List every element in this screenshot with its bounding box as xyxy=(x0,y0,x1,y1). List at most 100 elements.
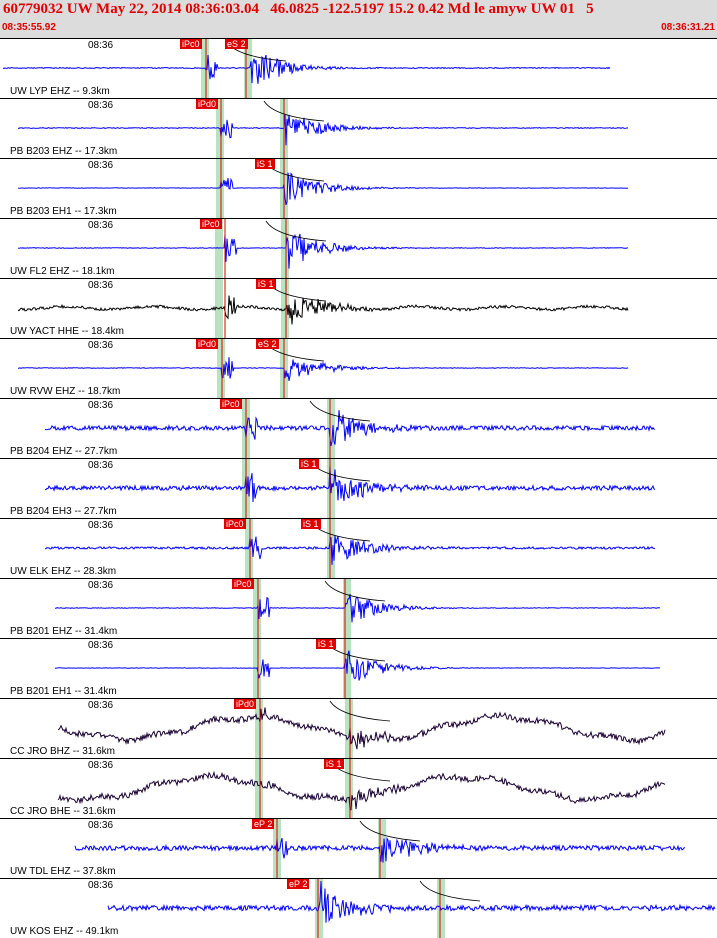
waveform xyxy=(57,770,666,811)
phase-window xyxy=(253,579,261,638)
phase-window xyxy=(345,699,353,758)
event-header: 60779032 UW May 22, 2014 08:36:03.04 46.… xyxy=(0,0,717,38)
phase-pick-label[interactable]: iPd0 xyxy=(196,339,219,349)
phase-window xyxy=(343,579,351,638)
phase-pick-label[interactable]: iPc0 xyxy=(224,519,246,529)
waveform xyxy=(57,707,666,750)
trace-panel[interactable]: 08:36 UW ELK EHZ -- 28.3km iPc0 iS 1 xyxy=(0,518,717,578)
trace-panel[interactable]: 08:36 UW YACT HHE -- 18.4km iS 1 xyxy=(0,278,717,338)
phase-window xyxy=(244,39,252,98)
trace-panel[interactable]: 08:36 PB B204 EHZ -- 27.7km iPc0 xyxy=(0,398,717,458)
trace-panel[interactable]: 08:36 UW TDL EHZ -- 37.8km eP 2 xyxy=(0,818,717,878)
trace-panel[interactable]: 08:36 PB B203 EH1 -- 17.3km iS 1 xyxy=(0,158,717,218)
phase-window xyxy=(327,399,335,458)
trace-panel[interactable]: 08:36 UW LYP EHZ -- 9.3km iPc0 eS 2 xyxy=(0,38,717,98)
phase-pick-label[interactable]: eP 2 xyxy=(287,879,310,889)
phase-pick-label[interactable]: iS 1 xyxy=(256,279,276,289)
seismogram-trace-plot xyxy=(44,399,656,458)
phase-pick-label[interactable]: eP 2 xyxy=(252,819,275,829)
waveform xyxy=(54,593,661,623)
waveform xyxy=(17,114,629,146)
station-label: UW RVW EHZ -- 18.7km xyxy=(10,386,121,397)
phase-window xyxy=(216,159,224,218)
panel-time-label: 08:36 xyxy=(88,760,114,771)
panel-time-label: 08:36 xyxy=(88,340,114,351)
panel-time-label: 08:36 xyxy=(88,460,114,471)
waveform xyxy=(17,233,629,269)
phase-pick-label[interactable]: iS 1 xyxy=(299,459,319,469)
phase-pick-label[interactable]: iS 1 xyxy=(316,639,336,649)
panel-time-label: 08:36 xyxy=(88,700,114,711)
phase-window xyxy=(255,699,263,758)
panel-time-label: 08:36 xyxy=(88,820,114,831)
trace-panel[interactable]: 08:36 PB B203 EHZ -- 17.3km iPd0 xyxy=(0,98,717,158)
panel-time-label: 08:36 xyxy=(88,100,114,111)
phase-pick-label[interactable]: eS 2 xyxy=(256,339,279,349)
panel-time-label: 08:36 xyxy=(88,640,114,651)
window-end-time: 08:36:31.21 xyxy=(661,22,715,33)
station-label: PB B204 EHZ -- 27.7km xyxy=(10,446,118,457)
station-label: PB B203 EHZ -- 17.3km xyxy=(10,146,118,157)
waveform xyxy=(17,295,629,325)
phase-pick-label[interactable]: iPd0 xyxy=(234,699,257,709)
station-label: CC JRO BHZ -- 31.6km xyxy=(10,746,116,757)
waveform xyxy=(2,54,611,84)
panel-time-label: 08:36 xyxy=(88,880,114,891)
coda-curve xyxy=(329,700,391,722)
seismogram-trace-plot xyxy=(2,39,611,98)
phase-pick-label[interactable]: eS 2 xyxy=(225,39,248,49)
phase-pick-label[interactable]: iS 1 xyxy=(255,159,275,169)
panel-time-label: 08:36 xyxy=(88,220,114,231)
phase-pick-label[interactable]: iPc0 xyxy=(180,39,202,49)
panel-time-label: 08:36 xyxy=(88,280,114,291)
waveform xyxy=(54,650,661,681)
phase-window xyxy=(245,519,253,578)
phase-window xyxy=(345,759,353,818)
trace-panel[interactable]: 08:36 PB B204 EH3 -- 27.7km iS 1 xyxy=(0,458,717,518)
panel-time-label: 08:36 xyxy=(88,40,114,51)
coda-curve xyxy=(324,580,386,602)
trace-panel[interactable]: 08:36 UW KOS EHZ -- 49.1km eP 2 xyxy=(0,878,717,938)
trace-panel[interactable]: 08:36 CC JRO BHZ -- 31.6km iPd0 xyxy=(0,698,717,758)
phase-pick-label[interactable]: iPd0 xyxy=(196,99,219,109)
phase-pick-label[interactable]: iPc0 xyxy=(200,219,222,229)
waveform xyxy=(17,172,629,206)
phase-window xyxy=(255,759,263,818)
trace-panel[interactable]: 08:36 UW FL2 EHZ -- 18.1km iPc0 xyxy=(0,218,717,278)
seismogram-trace-plot xyxy=(57,699,666,758)
station-label: UW TDL EHZ -- 37.8km xyxy=(10,866,116,877)
phase-pick-label[interactable]: iS 1 xyxy=(324,759,344,769)
event-title: 60779032 UW May 22, 2014 08:36:03.04 46.… xyxy=(3,1,594,17)
station-label: UW ELK EHZ -- 28.3km xyxy=(10,566,117,577)
phase-pick-label[interactable]: iPc0 xyxy=(232,579,254,589)
station-label: UW YACT HHE -- 18.4km xyxy=(10,326,124,337)
station-label: PB B203 EH1 -- 17.3km xyxy=(10,206,117,217)
panel-time-label: 08:36 xyxy=(88,160,114,171)
window-start-time: 08:35:55.92 xyxy=(2,22,56,33)
phase-pick-label[interactable]: iS 1 xyxy=(301,519,321,529)
trace-panel[interactable]: 08:36 PB B201 EHZ -- 31.4km iPc0 xyxy=(0,578,717,638)
coda-curve xyxy=(359,820,421,842)
coda-curve xyxy=(309,460,371,482)
waveform xyxy=(45,535,656,565)
seismogram-trace-plot xyxy=(17,99,629,158)
coda-curve xyxy=(419,880,481,902)
phase-window xyxy=(281,219,289,278)
seismogram-trace-plot xyxy=(17,159,629,218)
station-label: PB B201 EH1 -- 31.4km xyxy=(10,686,117,697)
trace-panel[interactable]: 08:36 CC JRO BHE -- 31.6km iS 1 xyxy=(0,758,717,818)
waveform xyxy=(44,464,656,503)
waveform xyxy=(107,881,716,923)
trace-panel[interactable]: 08:36 PB B201 EH1 -- 31.4km iS 1 xyxy=(0,638,717,698)
panel-time-label: 08:36 xyxy=(88,580,114,591)
trace-panel[interactable]: 08:36 UW RVW EHZ -- 18.7km iPd0 eS 2 xyxy=(0,338,717,398)
seismogram-trace-plot xyxy=(107,879,716,938)
station-label: PB B201 EHZ -- 31.4km xyxy=(10,626,118,637)
waveform xyxy=(18,357,629,381)
phase-pick-label[interactable]: iPc0 xyxy=(220,399,242,409)
seismogram-trace-plot xyxy=(17,279,629,338)
coda-curve xyxy=(309,400,371,422)
station-label: PB B204 EH3 -- 27.7km xyxy=(10,506,117,517)
panel-time-label: 08:36 xyxy=(88,400,114,411)
panel-time-label: 08:36 xyxy=(88,520,114,531)
